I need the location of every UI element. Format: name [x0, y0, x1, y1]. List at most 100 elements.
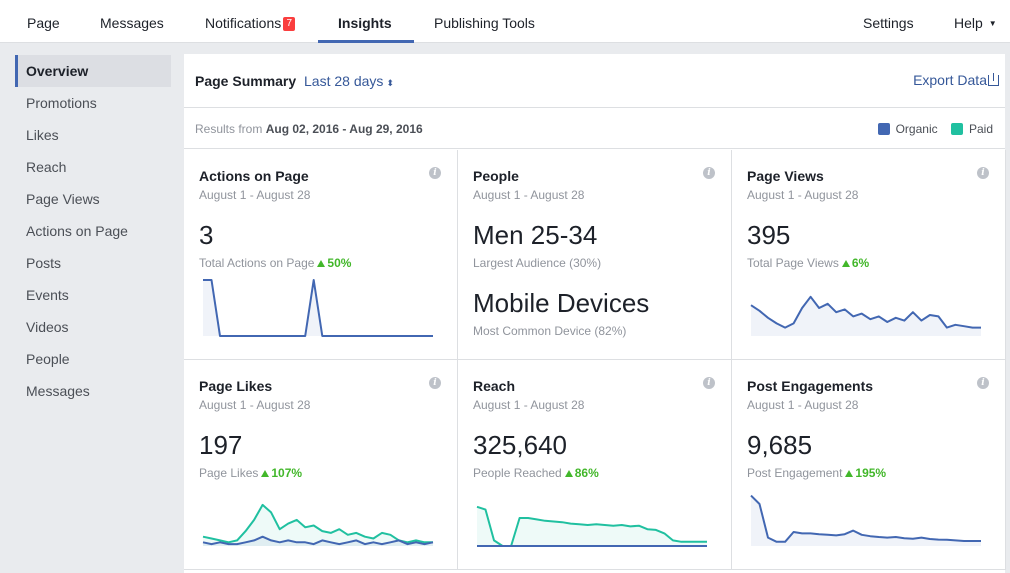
page-likes-sparkline	[202, 503, 434, 546]
card-label: Post Engagement	[747, 466, 843, 480]
page-views-sparkline	[750, 295, 981, 336]
card-value: 395	[747, 220, 791, 250]
card-page-likes[interactable]: Page Likes August 1 - August 28 i 197 Pa…	[184, 360, 458, 570]
card-value: 9,685	[747, 430, 813, 460]
card-actions-on-page[interactable]: Actions on Page August 1 - August 28 i 3…	[184, 150, 458, 360]
legend-swatch-organic	[877, 123, 890, 135]
up-arrow-icon	[845, 470, 854, 477]
summary-header: Page Summary Last 28 days ⬍ Export Data	[184, 54, 1005, 108]
sidebar: Overview Promotions Likes Reach Page Vie…	[15, 55, 171, 407]
sidebar-item-likes[interactable]: Likes	[26, 127, 59, 143]
card-date: August 1 - August 28	[199, 398, 311, 412]
date-range-select[interactable]: Last 28 days ⬍	[304, 73, 394, 89]
sidebar-item-reach[interactable]: Reach	[26, 159, 67, 175]
change-indicator: 195%	[845, 466, 886, 480]
card-reach[interactable]: Reach August 1 - August 28 i 325,640 Peo…	[458, 360, 732, 570]
caret-down-icon: ▼	[988, 19, 997, 28]
legend-paid: Paid	[950, 122, 993, 136]
card-label-row: Total Page Views 6%	[747, 256, 869, 270]
nav-settings[interactable]: Settings	[863, 15, 914, 31]
export-data-button[interactable]: Export Data	[913, 72, 999, 88]
sparkline-line-main	[750, 494, 981, 543]
card-title: Page Views	[747, 168, 824, 184]
card-date: August 1 - August 28	[747, 188, 859, 202]
sidebar-item-page-views[interactable]: Page Views	[26, 191, 100, 207]
actions-sparkline	[203, 279, 433, 337]
page-summary-panel: Page Summary Last 28 days ⬍ Export Data R…	[184, 54, 1006, 573]
sparkline-line-organic	[202, 535, 434, 546]
sparkline-area-main	[751, 296, 981, 336]
info-icon[interactable]: i	[977, 167, 989, 179]
post-engagements-sparkline	[750, 494, 981, 546]
results-prefix: Results from	[195, 122, 263, 136]
sparkline-area-paid	[203, 504, 433, 546]
card-value: 325,640	[473, 430, 567, 460]
card-title: Page Likes	[199, 378, 273, 394]
sidebar-item-people[interactable]: People	[26, 351, 70, 367]
card-date: August 1 - August 28	[199, 188, 311, 202]
card-people[interactable]: People August 1 - August 28 i Men 25-34 …	[458, 150, 732, 360]
reach-sparkline	[476, 505, 707, 547]
sparkline-area-paid	[477, 506, 707, 546]
card-label-row: People Reached 86%	[473, 466, 599, 480]
nav-page[interactable]: Page	[27, 15, 60, 31]
nav-notifications-label: Notifications	[205, 15, 282, 31]
change-indicator: 50%	[317, 256, 351, 270]
results-range-text: Results from Aug 02, 2016 - Aug 29, 2016	[195, 122, 423, 136]
change-indicator: 107%	[261, 466, 302, 480]
card-post-engagements[interactable]: Post Engagements August 1 - August 28 i …	[732, 360, 1006, 570]
info-icon[interactable]: i	[977, 377, 989, 389]
sidebar-item-posts[interactable]: Posts	[26, 255, 62, 271]
sidebar-item-overview[interactable]: Overview	[15, 55, 171, 87]
card-date: August 1 - August 28	[747, 398, 859, 412]
sort-caret-icon: ⬍	[386, 78, 394, 88]
card-value: 3	[199, 220, 214, 250]
common-device-label: Most Common Device (82%)	[473, 324, 627, 338]
sparkline-line-paid	[476, 505, 707, 547]
largest-audience-label: Largest Audience (30%)	[473, 256, 602, 270]
change-value: 107%	[271, 466, 303, 480]
top-nav: Page Messages Notifications 7 Insights Pu…	[0, 0, 1010, 43]
sidebar-item-actions-on-page[interactable]: Actions on Page	[26, 223, 128, 239]
results-range: Aug 02, 2016 - Aug 29, 2016	[265, 122, 423, 136]
sidebar-item-videos[interactable]: Videos	[26, 319, 69, 335]
card-page-views[interactable]: Page Views August 1 - August 28 i 395 To…	[732, 150, 1006, 360]
largest-audience-value: Men 25-34	[473, 220, 598, 250]
change-indicator: 86%	[564, 466, 599, 480]
info-icon[interactable]: i	[703, 167, 715, 179]
chart-legend: Organic Paid	[868, 122, 993, 136]
card-title: Post Engagements	[747, 378, 874, 394]
legend-organic-label: Organic	[895, 122, 938, 136]
card-title: Actions on Page	[199, 168, 309, 184]
nav-messages[interactable]: Messages	[100, 15, 164, 31]
change-value: 86%	[574, 466, 599, 480]
sidebar-item-messages[interactable]: Messages	[26, 383, 90, 399]
card-label: People Reached	[473, 466, 562, 480]
sparkline-line-main	[750, 295, 981, 329]
card-label: Total Actions on Page	[199, 256, 315, 270]
legend-paid-label: Paid	[968, 122, 993, 136]
card-value: 197	[199, 430, 243, 460]
info-icon[interactable]: i	[429, 377, 441, 389]
results-bar: Results from Aug 02, 2016 - Aug 29, 2016…	[184, 109, 1005, 149]
nav-publishing-tools[interactable]: Publishing Tools	[434, 15, 535, 31]
up-arrow-icon	[317, 260, 326, 267]
sidebar-item-promotions[interactable]: Promotions	[26, 95, 97, 111]
up-arrow-icon	[261, 470, 270, 477]
card-label-row: Total Actions on Page 50%	[199, 256, 351, 270]
info-icon[interactable]: i	[703, 377, 715, 389]
change-value: 6%	[851, 256, 870, 270]
download-icon	[988, 73, 999, 86]
card-label-row: Page Likes 107%	[199, 466, 302, 480]
card-date: August 1 - August 28	[473, 188, 585, 202]
info-icon[interactable]: i	[429, 167, 441, 179]
card-title: People	[473, 168, 519, 184]
nav-notifications[interactable]: Notifications 7	[205, 0, 296, 43]
nav-help-label: Help	[954, 15, 983, 31]
legend-organic: Organic	[877, 122, 938, 136]
nav-help[interactable]: Help ▼	[954, 0, 997, 43]
sparkline-line-main	[203, 279, 433, 337]
card-label: Page Likes	[199, 466, 259, 480]
sidebar-item-events[interactable]: Events	[26, 287, 69, 303]
nav-insights[interactable]: Insights	[338, 15, 392, 31]
